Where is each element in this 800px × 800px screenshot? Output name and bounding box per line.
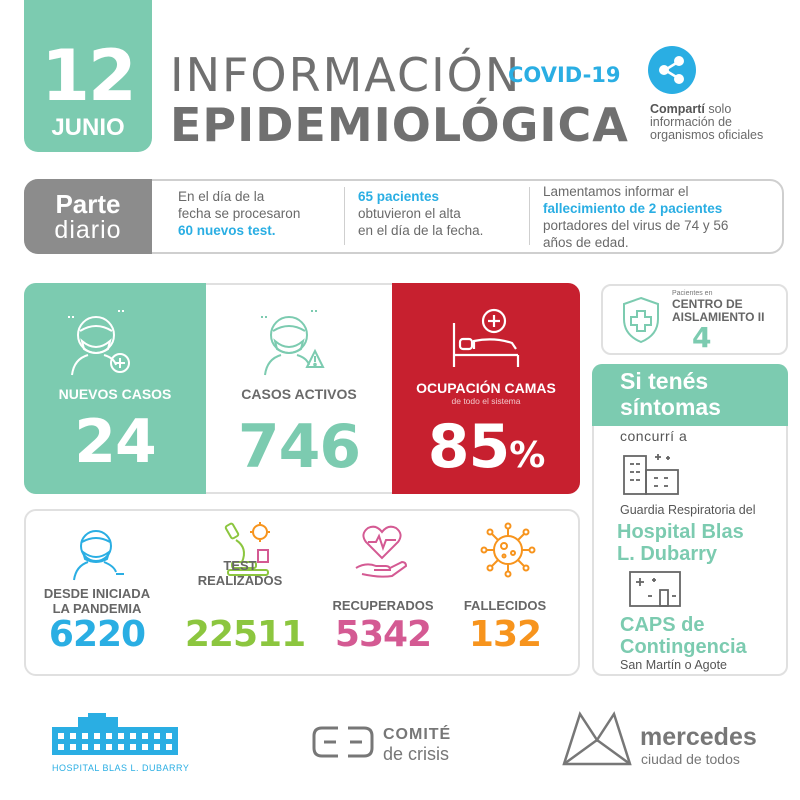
divider [529, 187, 530, 245]
nuevos-casos-panel [24, 283, 206, 494]
total-value-pandemia: 6220 [48, 614, 146, 655]
guardia-text: Guardia Respiratoria del [620, 503, 756, 517]
heart-hand-icon [352, 520, 412, 580]
share-line2: información de [650, 115, 732, 129]
caps-name-line2: Contingencia [620, 636, 747, 658]
total-value-tests: 22511 [184, 614, 306, 655]
sintomas-title-line2: síntomas [620, 394, 721, 420]
parte-label-regular: diario [54, 216, 122, 244]
hospital-name-line1: Hospital Blas [617, 521, 744, 543]
clinic-icon [626, 568, 684, 608]
total-label-line1: TEST [223, 558, 257, 573]
total-label-tests: TEST REALIZADOS [180, 558, 300, 588]
aislamiento-title: CENTRO DE AISLAMIENTO II [672, 298, 764, 324]
masked-person-alert-icon [255, 305, 335, 377]
comite-line1: COMITÉ [383, 726, 452, 743]
parte-col1-line2: fecha se procesaron [178, 206, 301, 221]
total-label-line1: FALLECIDOS [463, 598, 547, 613]
mercedes-line1: mercedes [640, 723, 757, 751]
shield-cross-icon [620, 295, 662, 345]
parte-col-altas: 65 pacientes obtuvieron el alta en el dí… [358, 188, 483, 239]
sintomas-title-line1: Si tenés [620, 368, 709, 394]
ocupacion-camas-value-wrap: 85% [392, 412, 580, 482]
caps-name: CAPS de Contingencia [620, 614, 747, 658]
total-label-line1: RECUPERADOS [332, 598, 434, 613]
aislamiento-box [601, 284, 788, 355]
parte-label-bold: Parte [55, 189, 121, 219]
share-message: Compartí solo información de organismos … [650, 103, 763, 142]
comite-logo [310, 722, 376, 762]
nuevos-casos-label: NUEVOS CASOS [58, 386, 172, 402]
ocupacion-camas-sub: de todo el sistema [451, 396, 521, 406]
casos-activos-label: CASOS ACTIVOS [241, 386, 357, 402]
total-label-line2: LA PANDEMIA [52, 601, 142, 616]
casos-activos-value: 746 [237, 412, 361, 482]
parte-col3-line1: Lamentamos informar el [543, 184, 689, 199]
ocupacion-camas-label: OCUPACIÓN CAMAS [416, 380, 556, 396]
hospital-logo-text: HOSPITAL BLAS L. DUBARRY [52, 763, 190, 773]
total-value-fallecidos: 132 [468, 614, 542, 655]
covid-tag: COVID-19 [508, 63, 621, 87]
parte-col2-highlight: 65 pacientes [358, 189, 440, 204]
parte-col3-line4: años de edad. [543, 235, 629, 250]
date-day: 12 [41, 35, 136, 117]
parte-col2-line3: en el día de la fecha. [358, 223, 484, 238]
title-line1: INFORMACIÓN [170, 48, 522, 102]
parte-col-tests: En el día de la fecha se procesaron 60 n… [178, 188, 300, 239]
parte-col2-line2: obtuvieron el alta [358, 206, 461, 221]
sintomas-title: Si tenés síntomas [620, 368, 721, 420]
sintomas-header [592, 364, 788, 426]
parte-col1-highlight: 60 nuevos test. [178, 223, 276, 238]
comite-line2: de crisis [383, 744, 450, 764]
ocupacion-camas-panel [392, 283, 580, 494]
share-bold: Compartí [650, 102, 705, 116]
parte-diario-tag: Parte diario [24, 179, 152, 254]
share-line3: organismos oficiales [650, 128, 764, 142]
hospital-logo [48, 713, 188, 761]
total-label-line2: REALIZADOS [197, 573, 283, 588]
microscope-icon [218, 520, 278, 580]
virus-icon [478, 520, 538, 580]
nuevos-casos-value: 24 [74, 407, 157, 477]
mercedes-line2: ciudad de todos [641, 751, 740, 767]
hospital-bed-icon [450, 305, 522, 371]
parte-col3-line3: portadores del virus de 74 y 56 [543, 218, 729, 233]
date-badge: 12 JUNIO [24, 0, 152, 152]
hospital-name-line2: L. Dubarry [617, 543, 718, 565]
building-icon [620, 450, 682, 496]
total-label-pandemia: DESDE INICIADA LA PANDEMIA [32, 586, 162, 616]
date-month: JUNIO [51, 114, 125, 141]
hospital-name: Hospital Blas L. Dubarry [617, 521, 744, 565]
mercedes-logo [560, 710, 634, 768]
divider [344, 187, 345, 245]
masked-face-icon [68, 522, 128, 582]
parte-col3-highlight: fallecimiento de 2 pacientes [543, 201, 723, 216]
title-line2: EPIDEMIOLÓGICA [170, 98, 629, 152]
aislamiento-title-line2: AISLAMIENTO II [672, 310, 765, 324]
total-label-fallecidos: FALLECIDOS [450, 598, 560, 613]
ocupacion-camas-value: 85 [427, 412, 510, 482]
caps-address: San Martín o Agote [620, 658, 728, 672]
aislamiento-title-line1: CENTRO DE [672, 297, 743, 311]
aislamiento-small: Pacientes en [672, 290, 713, 297]
sintomas-concurri: concurrí a [620, 428, 688, 444]
caps-name-line1: CAPS de [620, 614, 705, 636]
masked-person-plus-icon [62, 305, 142, 377]
ocupacion-camas-unit: % [509, 435, 545, 476]
parte-col1-line1: En el día de la [178, 189, 265, 204]
total-value-recuperados: 5342 [334, 614, 432, 655]
total-label-recuperados: RECUPERADOS [318, 598, 448, 613]
share-rest: solo [704, 102, 732, 116]
parte-col-fallecimientos: Lamentamos informar el fallecimiento de … [543, 183, 728, 251]
share-icon[interactable] [648, 46, 696, 94]
totals-box [24, 509, 580, 676]
aislamiento-value: 4 [692, 321, 712, 354]
total-label-line1: DESDE INICIADA [43, 586, 151, 601]
